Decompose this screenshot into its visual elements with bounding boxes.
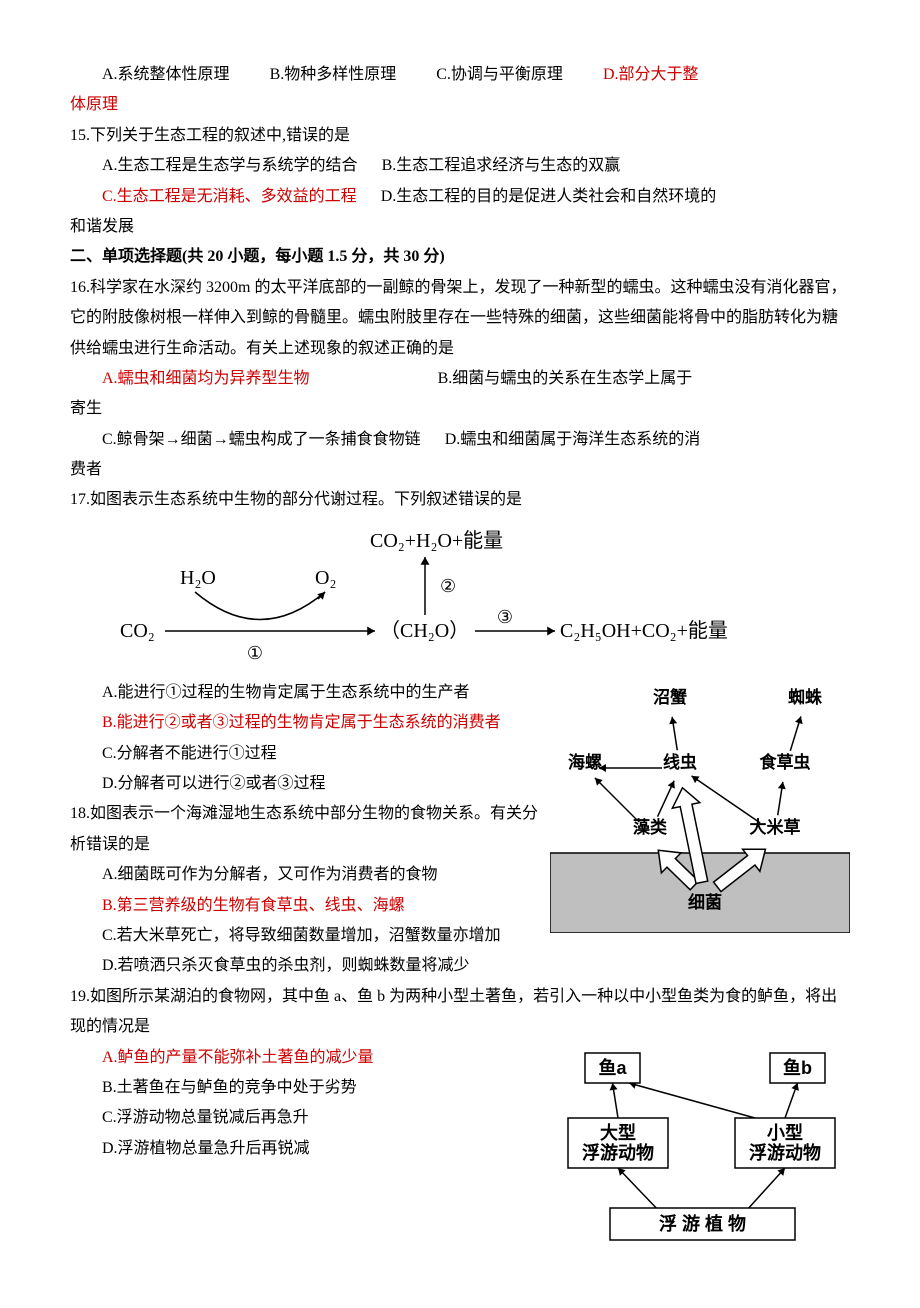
q17-chem-diagram: CO₂ ① H₂O O₂ （CH₂O） ② CO₂+H₂O+能量 ③ C₂H₅OH+CO₂+能量 — [110, 522, 850, 672]
q16-opt-d-part1: D.蠕虫和细菌属于海洋生态系统的消 — [445, 431, 701, 448]
q15-opt-d-part1: D.生态工程的目的是促进人类社会和自然环境的 — [381, 188, 717, 205]
svg-text:海螺: 海螺 — [568, 752, 602, 772]
q18-opt-c: C.若大米草死亡，将导致细菌数量增加，沼蟹数量亦增加 — [70, 921, 540, 951]
q14-options: A.系统整体性原理 B.物种多样性原理 C.协调与平衡原理 D.部分大于整 — [70, 60, 850, 90]
q16-opt-d-part2: 费者 — [70, 455, 850, 485]
svg-text:H₂O: H₂O — [180, 567, 216, 589]
q16-stem: 16.科学家在水深约 3200m 的太平洋底部的一副鲸的骨架上，发现了一种新型的… — [70, 273, 850, 364]
svg-text:（CH₂O）: （CH₂O） — [380, 619, 469, 642]
q17-stem: 17.如图表示生态系统中生物的部分代谢过程。下列叙述错误的是 — [70, 485, 850, 515]
svg-text:蜘蛛: 蜘蛛 — [788, 687, 823, 707]
svg-text:细菌: 细菌 — [688, 892, 722, 912]
svg-text:鱼b: 鱼b — [783, 1057, 812, 1078]
q18-stem: 18.如图表示一个海滩湿地生态系统中部分生物的食物关系。有关分析错误的是 — [70, 799, 540, 860]
svg-text:浮游动物: 浮游动物 — [582, 1142, 654, 1163]
q17-opt-d: D.分解者可以进行②或者③过程 — [70, 769, 540, 799]
svg-text:大型: 大型 — [600, 1122, 636, 1143]
svg-text:CO₂: CO₂ — [120, 620, 155, 642]
svg-text:CO₂+H₂O+能量: CO₂+H₂O+能量 — [370, 529, 503, 552]
svg-text:线虫: 线虫 — [663, 752, 697, 772]
q14-opt-a: A.系统整体性原理 — [102, 60, 230, 90]
q16-opt-c: C.鲸骨架→细菌→蠕虫构成了一条捕食食物链 — [102, 431, 421, 448]
q16-opt-b-part1: B.细菌与蠕虫的关系在生态学上属于 — [438, 370, 693, 387]
svg-text:浮 游 植 物: 浮 游 植 物 — [659, 1213, 746, 1234]
q15-opt-d-part2: 和谐发展 — [70, 212, 850, 242]
q14-opt-c: C.协调与平衡原理 — [436, 60, 563, 90]
q19-opt-b: B.土著鱼在与鲈鱼的竞争中处于劣势 — [70, 1073, 540, 1103]
svg-text:O₂: O₂ — [315, 567, 336, 589]
q15-stem: 15.下列关于生态工程的叙述中,错误的是 — [70, 121, 850, 151]
svg-text:藻类: 藻类 — [633, 817, 668, 837]
q18-opt-a: A.细菌既可作为分解者，又可作为消费者的食物 — [70, 860, 540, 890]
q14-opt-d-part1: D.部分大于整 — [603, 60, 699, 90]
q15-opt-c: C.生态工程是无消耗、多效益的工程 — [102, 188, 357, 205]
q19-foodnet-diagram: 鱼a鱼b大型浮游动物小型浮游动物浮 游 植 物 — [550, 1043, 850, 1248]
q14-opt-d-part2: 体原理 — [70, 96, 118, 113]
svg-text:大米草: 大米草 — [750, 817, 801, 837]
q14-opt-b: B.物种多样性原理 — [270, 60, 397, 90]
q18-foodweb-diagram: 沼蟹 蜘蛛海螺 线虫 食草虫藻类 大米草细菌 — [550, 678, 850, 933]
q16-opt-b-part2: 寄生 — [70, 394, 850, 424]
svg-text:小型: 小型 — [767, 1122, 803, 1143]
svg-text:浮游动物: 浮游动物 — [749, 1142, 821, 1163]
section-2-heading: 二、单项选择题(共 20 小题，每小题 1.5 分，共 30 分) — [70, 242, 850, 272]
svg-text:食草虫: 食草虫 — [760, 752, 811, 772]
q19-opt-c: C.浮游动物总量锐减后再急升 — [70, 1103, 540, 1133]
svg-text:沼蟹: 沼蟹 — [653, 687, 687, 707]
svg-text:C₂H₅OH+CO₂+能量: C₂H₅OH+CO₂+能量 — [560, 619, 728, 642]
q19-stem: 19.如图所示某湖泊的食物网，其中鱼 a、鱼 b 为两种小型土著鱼，若引入一种以… — [70, 982, 850, 1043]
svg-text:鱼a: 鱼a — [598, 1057, 627, 1078]
q16-opt-a: A.蠕虫和细菌均为异养型生物 — [102, 370, 310, 387]
q18-opt-b: B.第三营养级的生物有食草虫、线虫、海螺 — [70, 891, 540, 921]
q17-opt-a: A.能进行①过程的生物肯定属于生态系统中的生产者 — [70, 678, 540, 708]
q19-opt-d: D.浮游植物总量急升后再锐减 — [70, 1134, 540, 1164]
q17-opt-c: C.分解者不能进行①过程 — [70, 739, 540, 769]
q19-opt-a: A.鲈鱼的产量不能弥补土著鱼的减少量 — [70, 1043, 540, 1073]
svg-text:①: ① — [247, 643, 263, 663]
q18-opt-d: D.若喷洒只杀灭食草虫的杀虫剂，则蜘蛛数量将减少 — [70, 951, 540, 981]
q15-opt-b: B.生态工程追求经济与生态的双赢 — [382, 157, 621, 174]
svg-text:②: ② — [440, 576, 456, 596]
q15-opt-a: A.生态工程是生态学与系统学的结合 — [102, 157, 358, 174]
q17-opt-b: B.能进行②或者③过程的生物肯定属于生态系统的消费者 — [70, 708, 540, 738]
svg-text:③: ③ — [497, 607, 513, 627]
